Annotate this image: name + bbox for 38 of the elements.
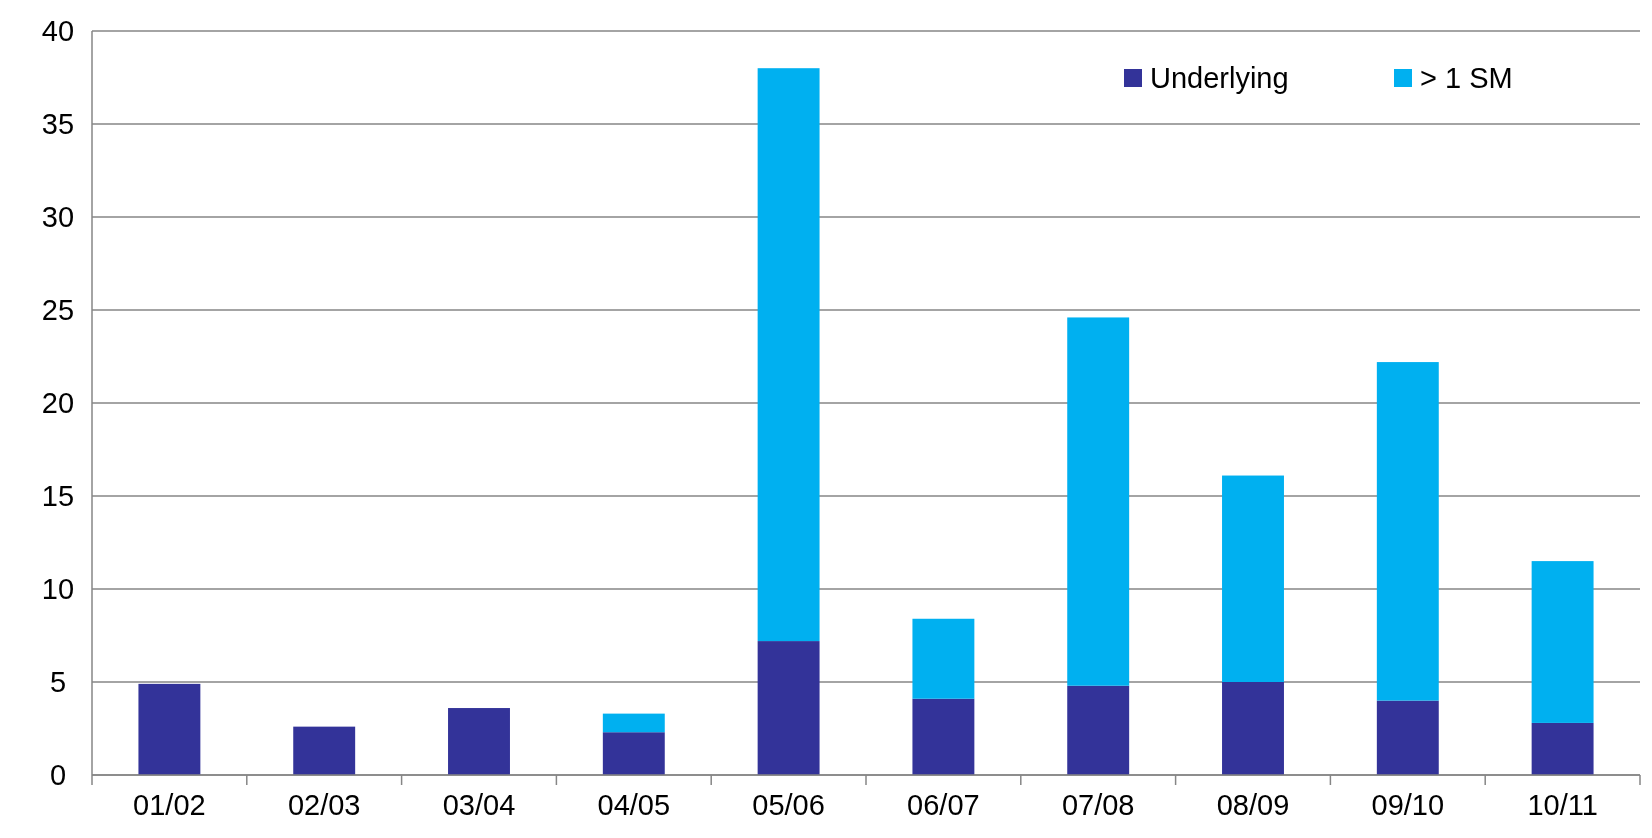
bar xyxy=(1376,700,1439,775)
bar xyxy=(1222,682,1284,775)
bar xyxy=(1531,561,1594,723)
x-tick-label: 06/07 xyxy=(907,789,980,821)
y-tick-label: 15 xyxy=(41,480,75,513)
y-tick-label: 10 xyxy=(41,573,75,606)
bar xyxy=(602,732,665,775)
bar xyxy=(1067,685,1130,775)
bar xyxy=(912,698,975,775)
x-tick-label: 09/10 xyxy=(1371,789,1445,821)
x-tick-label: 10/11 xyxy=(1527,789,1598,821)
bar xyxy=(757,641,820,775)
bar xyxy=(138,683,201,775)
bar xyxy=(757,68,820,642)
y-tick-label: 35 xyxy=(41,108,75,141)
x-tick-label: 07/08 xyxy=(1061,789,1135,821)
x-tick-label: 05/06 xyxy=(752,789,825,821)
bar xyxy=(912,618,975,699)
bar xyxy=(293,726,356,775)
y-tick-label: 30 xyxy=(41,201,75,234)
x-tick-label: 08/09 xyxy=(1216,789,1290,821)
y-tick-label: 25 xyxy=(41,294,75,327)
x-tick-label: 04/05 xyxy=(597,789,671,821)
legend-label: > 1 SM xyxy=(1420,62,1513,95)
bar xyxy=(1531,722,1594,775)
bar xyxy=(448,708,510,775)
bar xyxy=(1376,362,1439,701)
legend-label: Underlying xyxy=(1150,62,1289,95)
bar xyxy=(1067,317,1130,686)
y-tick-label: 20 xyxy=(41,387,75,420)
x-tick-label: 02/03 xyxy=(287,789,361,821)
y-tick-label: 0 xyxy=(49,759,67,792)
x-tick-label: 01/02 xyxy=(133,789,206,821)
x-tick-label: 03/04 xyxy=(442,789,516,821)
y-tick-label: 40 xyxy=(41,15,75,48)
bar xyxy=(1222,475,1284,682)
y-tick-label: 5 xyxy=(49,666,67,699)
bar xyxy=(602,713,665,733)
